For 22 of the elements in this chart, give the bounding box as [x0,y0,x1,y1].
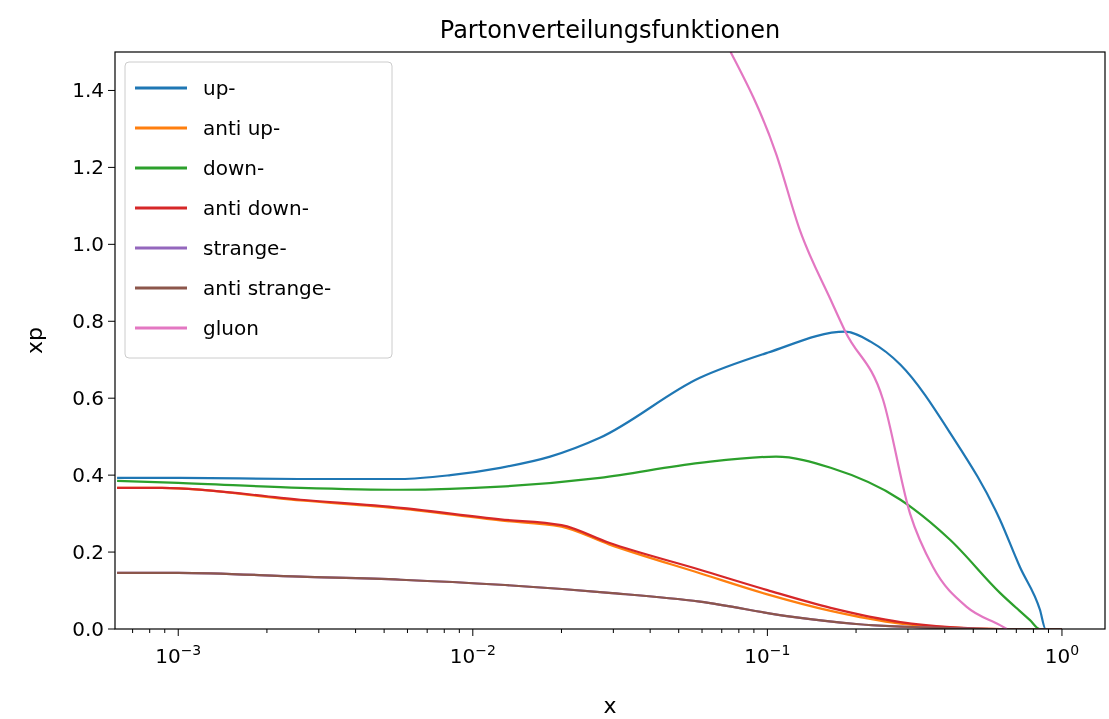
y-tick-label: 1.0 [72,232,104,257]
y-tick-label: 1.4 [72,78,104,103]
x-tick-label: 10$^{−2}$ [449,642,496,668]
legend-label: gluon [203,316,259,340]
y-tick-label: 0.4 [72,463,104,488]
y-axis-title: xp [22,327,47,354]
chart-title: Partonverteilungsfunktionen [439,16,781,44]
x-tick-label: 10$^{−1}$ [744,642,791,668]
legend-label: anti strange- [203,276,332,300]
y-tick-label: 0.8 [72,309,104,334]
y-tick-label: 0.6 [72,386,104,411]
y-tick-label: 0.2 [72,540,104,565]
x-tick-label: 10$^{0}$ [1044,642,1080,668]
legend-label: anti up- [203,116,281,140]
legend-label: down- [203,156,265,180]
legend-label: up- [203,76,236,100]
y-tick-label: 1.2 [72,155,104,180]
y-tick-label: 0.0 [72,617,104,641]
x-axis-title: x [603,693,617,718]
legend-label: anti down- [203,196,309,220]
legend-label: strange- [203,236,287,260]
x-tick-label: 10$^{−3}$ [155,642,202,668]
